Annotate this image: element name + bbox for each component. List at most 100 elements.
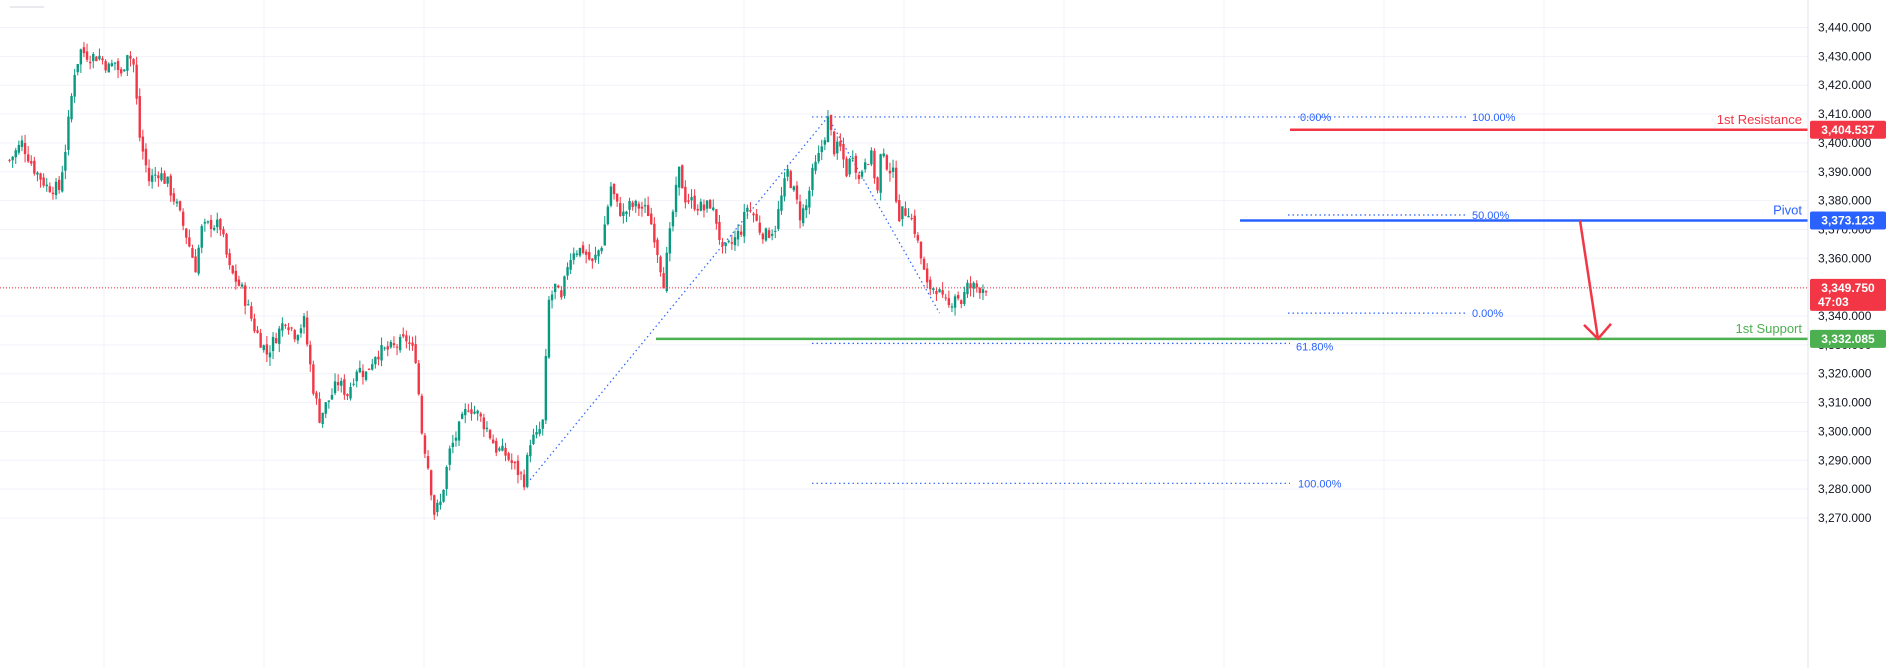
candle-body [392,343,396,346]
candle-body [26,154,30,162]
candle-body [364,371,368,380]
candle-body [324,402,327,414]
candle-body [935,290,938,295]
candle-body [448,448,451,465]
candle-body [454,437,458,441]
candle-body [956,295,960,299]
candle-body [575,253,579,255]
arrow-head [1583,323,1612,341]
candle-body [832,131,836,155]
candle-body [770,233,774,236]
candle-body [33,160,36,174]
y-tick-label: 3,400.000 [1818,136,1872,150]
candle-body [138,96,141,138]
candle-body [919,241,923,259]
candle-body [798,201,802,221]
candle-body [743,212,746,237]
candle-body [953,296,957,308]
candle-body [659,256,662,273]
candle-body [11,156,14,161]
candle-body [380,345,383,361]
candle-body [476,410,479,414]
candle-body [107,63,110,73]
candle-body [30,161,33,164]
candle-body [343,379,346,395]
candle-body [259,332,262,348]
candle-body [538,428,541,434]
candle-body [336,382,340,386]
candle-body [240,284,244,287]
candle-body [467,410,470,412]
candle-body [358,367,362,373]
candle-body [656,239,659,256]
candle-body [907,216,910,218]
candle-body [662,273,665,289]
candle-body [727,240,730,242]
candle-body [631,202,634,207]
candle-body [51,192,55,195]
candle-body [851,157,854,159]
candle-body [715,209,718,224]
candle-body [405,335,408,342]
level-label: Pivot [1773,202,1802,217]
projection-arrow [1578,220,1612,341]
candle-body [693,195,696,210]
candle-body [389,341,393,348]
candle-body [302,316,306,328]
candle-body [113,62,117,64]
candle-body [126,55,129,71]
candle-body [281,323,284,331]
y-tick-label: 3,440.000 [1818,21,1872,35]
candle-body [278,328,281,344]
candle-body [318,398,321,423]
price-axis[interactable]: 3,440.000 3,430.000 3,420.000 3,410.000 3,40… [1818,21,1872,525]
candle-body [950,306,954,308]
candle-body [507,453,510,460]
candle-body [860,171,864,177]
level-price-badge [1810,211,1886,230]
candle-body [584,251,588,255]
candle-body [76,64,79,73]
candle-body [225,233,228,255]
candle-body [154,174,157,176]
y-tick-label: 3,280.000 [1818,482,1872,496]
candle-body [262,345,265,351]
candle-body [879,154,882,193]
candle-body [20,140,24,147]
candle-body [482,417,486,430]
candle-body [464,409,467,416]
candle-body [932,288,935,291]
candle-body [92,54,95,62]
candle-body [498,448,501,451]
candle-body [352,383,355,385]
candle-body [519,472,523,474]
candle-body [361,370,365,378]
candlesticks [8,42,988,520]
candle-body [371,364,374,370]
candle-body [650,213,653,225]
y-tick-label: 3,380.000 [1818,194,1872,208]
candle-body [721,242,724,246]
candle-body [104,61,107,71]
candle-body [901,206,904,220]
candle-body [429,470,433,496]
candle-body [836,141,839,154]
candle-body [57,179,61,190]
candle-body [687,200,690,202]
candle-body [209,219,213,229]
candle-body [978,288,982,294]
candle-body [811,167,814,191]
fib-level-label: 100.00% [1298,478,1342,490]
candle-body [684,186,687,203]
candle-body [882,153,885,157]
candle-body [634,200,637,207]
candle-body [981,289,985,293]
candle-body [597,250,600,257]
candle-body [532,434,535,444]
candle-body [340,380,343,386]
candle-body [48,186,52,193]
candle-body [206,221,210,223]
candle-body [795,185,799,200]
